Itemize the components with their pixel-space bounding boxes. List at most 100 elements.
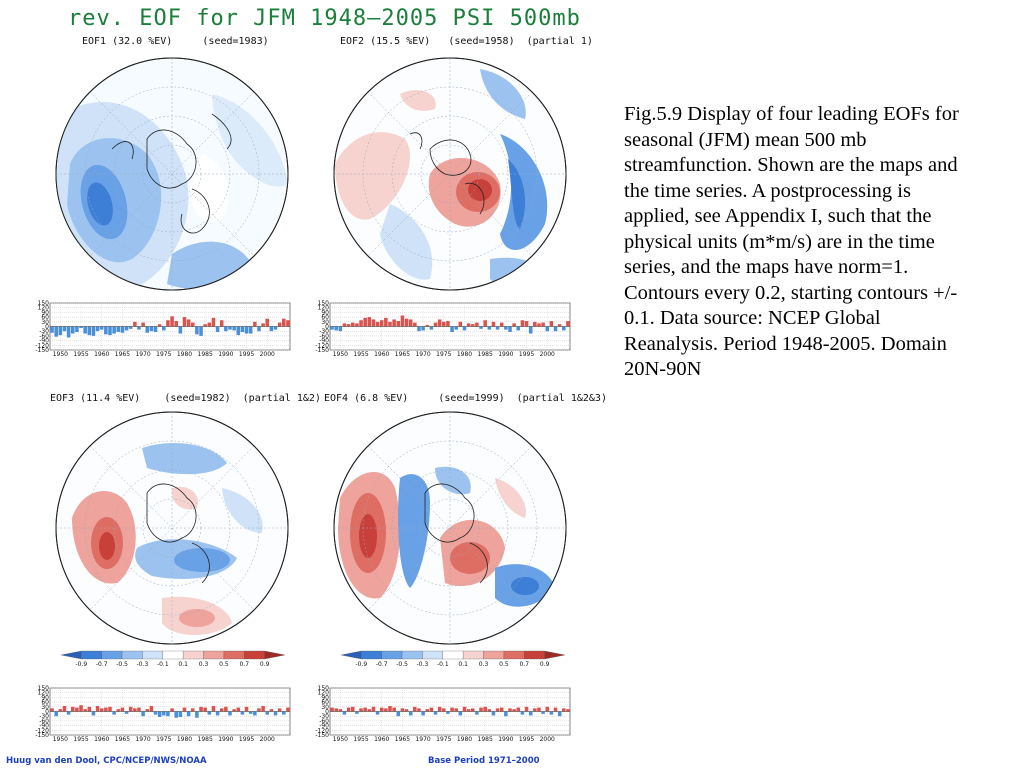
bar (219, 320, 224, 327)
bar (408, 711, 413, 716)
colorbar-tick-label: -0.5 (116, 661, 128, 668)
bar (50, 708, 54, 712)
bar (458, 711, 463, 716)
bar (120, 326, 125, 333)
bar (363, 707, 367, 712)
bar (116, 326, 121, 332)
bar (124, 711, 129, 714)
x-tick-label: 1950 (53, 351, 68, 358)
bar (553, 707, 558, 712)
bar (433, 322, 438, 327)
bar (141, 711, 145, 717)
bar (149, 706, 154, 712)
bar (253, 321, 257, 327)
y-tick-label: -30 (39, 328, 49, 335)
x-tick-label: 1955 (353, 736, 368, 743)
bar (334, 708, 338, 712)
y-tick-label: -90 (39, 338, 49, 345)
colorbar-left: -0.9 -0.7 -0.5 -0.3 -0.1 0.1 0.3 0.5 0.7 0.9 (60, 650, 286, 668)
y-tick-label: -90 (319, 338, 329, 345)
bar (479, 707, 483, 712)
x-tick-label: 1965 (395, 736, 410, 743)
bar (355, 711, 359, 714)
colorbar-tick-label: 0.9 (540, 661, 550, 668)
y-tick-label: 30 (41, 319, 49, 326)
bar (433, 711, 438, 715)
bar (330, 707, 334, 712)
bar (261, 706, 265, 712)
x-tick-label: 1970 (415, 736, 430, 743)
bar (479, 326, 483, 329)
x-tick-label: 1975 (436, 351, 451, 358)
bar (66, 711, 71, 715)
bar (95, 706, 100, 712)
bar (174, 321, 178, 327)
bar (388, 706, 392, 712)
bar (421, 711, 425, 716)
bar (355, 323, 359, 327)
bar (371, 706, 376, 712)
bar (524, 321, 529, 327)
eof4-label: EOF4 (6.8 %EV) (seed=1999) (partial 1&2&… (324, 393, 607, 404)
colorbar-swatch (162, 650, 184, 660)
colorbar-swatch (121, 650, 143, 660)
y-tick-label: 0 (325, 709, 329, 716)
bar (219, 708, 224, 712)
colorbar-swatch (340, 650, 362, 660)
colorbar-swatch (544, 650, 566, 660)
bar (211, 317, 216, 327)
bar (108, 326, 112, 336)
bar (475, 711, 479, 715)
colorbar-tick-label: 0.5 (499, 661, 509, 668)
bar (537, 707, 541, 712)
bar (236, 326, 241, 336)
bar (495, 326, 500, 330)
x-tick-label: 1970 (415, 351, 430, 358)
y-tick-label: 90 (41, 309, 49, 316)
x-tick-label: 1965 (115, 351, 130, 358)
bar (157, 711, 162, 717)
bar (487, 709, 492, 712)
x-tick-label: 1970 (135, 736, 150, 743)
x-tick-label: 1980 (177, 736, 192, 743)
x-tick-label: 1975 (436, 736, 451, 743)
bar (392, 707, 396, 712)
bar (104, 326, 108, 335)
footer-credit: Huug van den Dool, CPC/NCEP/NWS/NOAA (6, 756, 207, 766)
x-tick-label: 1985 (198, 351, 213, 358)
bar (367, 317, 372, 327)
y-tick-label: -90 (39, 723, 49, 730)
bar (520, 320, 525, 327)
y-tick-label: -60 (39, 333, 49, 340)
bar (379, 320, 384, 327)
bar (408, 319, 413, 327)
x-tick-label: 1950 (333, 736, 348, 743)
colorbar-tick-label: 0.9 (260, 661, 270, 668)
bar (286, 707, 290, 712)
x-tick-label: 1955 (73, 351, 88, 358)
x-tick-label: 1975 (156, 351, 171, 358)
bar (203, 707, 207, 712)
x-tick-label: 1950 (333, 351, 348, 358)
bar (516, 326, 521, 331)
bar (166, 711, 170, 717)
bar (470, 708, 475, 712)
bar (495, 708, 500, 712)
bar (512, 709, 516, 712)
bar (462, 706, 467, 712)
bar (277, 322, 282, 327)
bar (549, 321, 554, 327)
bar (384, 708, 388, 712)
colorbar-swatch (361, 650, 382, 660)
bar (224, 706, 228, 712)
bar (277, 708, 282, 712)
bar (359, 708, 363, 712)
bar (346, 324, 351, 327)
bar (375, 711, 380, 715)
colorbar-swatch (442, 650, 464, 660)
bar (174, 711, 178, 718)
bar (116, 709, 121, 712)
bar (446, 711, 450, 714)
bar (404, 709, 409, 712)
